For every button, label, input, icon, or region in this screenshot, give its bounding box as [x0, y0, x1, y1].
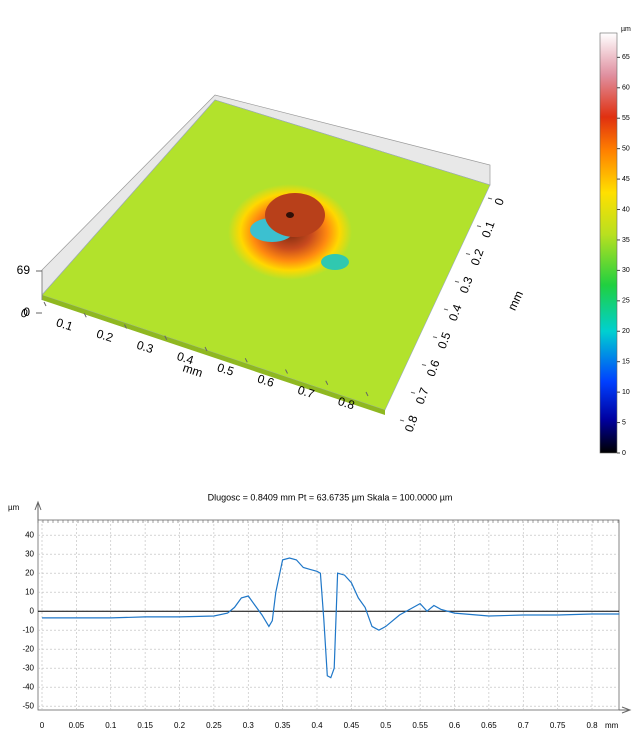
- colorbar-tick-label: 35: [622, 237, 630, 244]
- colorbar-tick-label: 60: [622, 85, 630, 92]
- y-tick-label: 0.5: [435, 330, 454, 351]
- x-tick: [325, 380, 329, 385]
- colorbar-tick-label: 0: [622, 450, 626, 457]
- x-tick-label: 0.8: [336, 394, 357, 413]
- y-tick-label: 30: [25, 549, 34, 558]
- y-tick-label: 0.1: [479, 219, 498, 240]
- y-tick: [421, 364, 427, 366]
- x-tick: [204, 346, 208, 352]
- x-tick-label: 0: [40, 721, 45, 730]
- x-tick-label: 0.6: [256, 371, 277, 390]
- x-tick-label: 0.75: [550, 721, 566, 730]
- colorbar-tick-label: 50: [622, 145, 630, 152]
- crater-peak: [265, 193, 325, 237]
- profile-line: [42, 557, 620, 679]
- x-tick-label: 0.3: [135, 338, 156, 357]
- x-tick-label: 0.1: [54, 315, 75, 334]
- x-tick-label: 0.25: [206, 721, 222, 730]
- y-arrow-head: [34, 500, 42, 511]
- x-tick-label: 0.35: [275, 721, 291, 730]
- x-tick-label: 0.45: [344, 721, 360, 730]
- y-tick-label: 40: [25, 530, 34, 539]
- colorbar-tick-label: 25: [622, 298, 630, 305]
- y-axis-label: µm: [8, 503, 20, 512]
- x-tick: [365, 391, 369, 397]
- surface-3d: [41, 94, 491, 415]
- x-tick-label: 0.8: [586, 721, 598, 730]
- x-axis-label: mm: [181, 361, 204, 380]
- colorbar-tick-label: 30: [622, 267, 630, 274]
- chart-title: Dlugosc = 0.8409 mm Pt = 63.6735 µm Skal…: [208, 492, 453, 502]
- y-tick-label: 0.4: [446, 302, 465, 323]
- x-tick: [164, 335, 168, 340]
- colorbar-tick-label: 20: [622, 328, 630, 335]
- x-tick-label: 0.1: [105, 721, 117, 730]
- y-tick-label: 0.8: [402, 413, 421, 434]
- colorbar-tick-label: 45: [622, 176, 630, 183]
- x-tick-label: 0.65: [481, 721, 497, 730]
- y-axis-label: mm: [505, 289, 526, 313]
- y-tick-label: -20: [22, 644, 34, 653]
- y-tick-label: 20: [25, 568, 34, 577]
- z-tick-label: 69: [17, 263, 31, 277]
- surface-edge: [42, 295, 385, 415]
- y-tick-label: 0.3: [457, 274, 476, 295]
- y-tick: [465, 253, 471, 255]
- y-tick-label: 10: [25, 587, 34, 596]
- colorbar: [599, 32, 618, 454]
- x-tick: [83, 313, 87, 318]
- y-tick: [399, 419, 405, 422]
- y-tick-label: 0.2: [468, 247, 487, 268]
- y-tick: [476, 225, 482, 228]
- colorbar-tick-label: 10: [622, 389, 630, 396]
- colorbar-tick-label: 55: [622, 115, 630, 122]
- y-tick-label: -10: [22, 625, 34, 634]
- x-tick-label: 0.3: [243, 721, 255, 730]
- x-tick-label: 0.05: [69, 721, 85, 730]
- colorbar-tick-label: 15: [622, 359, 630, 366]
- y-tick-label: 0: [30, 606, 35, 615]
- y-tick-label: 0.6: [424, 358, 443, 379]
- colorbar-tick-label: 65: [622, 54, 630, 61]
- plot-frame: [37, 519, 620, 711]
- y-tick: [487, 197, 493, 200]
- x-tick-label: 0.2: [174, 721, 186, 730]
- x-tick-label: 0.6: [449, 721, 461, 730]
- x-tick: [285, 369, 288, 374]
- crater-spot: [321, 254, 349, 270]
- x-tick: [124, 324, 127, 329]
- x-tick-label: 0.5: [380, 721, 392, 730]
- y-tick-label: -50: [22, 701, 34, 710]
- x-tick-label: 0.7: [518, 721, 530, 730]
- x-axis-label: mm: [605, 721, 619, 730]
- colorbar-tick-label: 40: [622, 206, 630, 213]
- x-tick-label: 0.4: [175, 349, 196, 368]
- colorbar-tick-label: 5: [622, 419, 626, 426]
- x-tick-label: 0.15: [137, 721, 153, 730]
- x-tick-label: 0: [19, 306, 30, 321]
- x-tick-label: 0.4: [311, 721, 323, 730]
- y-tick: [443, 308, 449, 311]
- y-tick-label: -40: [22, 682, 34, 691]
- x-tick: [244, 358, 248, 363]
- y-tick: [432, 336, 438, 339]
- x-tick-label: 0.2: [95, 326, 116, 345]
- x-tick-label: 0.7: [296, 383, 317, 402]
- colorbar-label: µm: [621, 26, 631, 33]
- x-tick-label: 0.55: [412, 721, 428, 730]
- y-tick-label: 0.7: [413, 385, 432, 406]
- crater-hole: [286, 212, 294, 218]
- x-tick-label: 0.5: [215, 360, 236, 379]
- y-tick-label: -30: [22, 663, 34, 672]
- y-tick: [454, 280, 460, 283]
- y-tick-label: 0: [492, 196, 508, 207]
- z-tick-label: 0: [23, 305, 30, 319]
- x-tick: [43, 301, 47, 307]
- y-tick: [410, 391, 416, 394]
